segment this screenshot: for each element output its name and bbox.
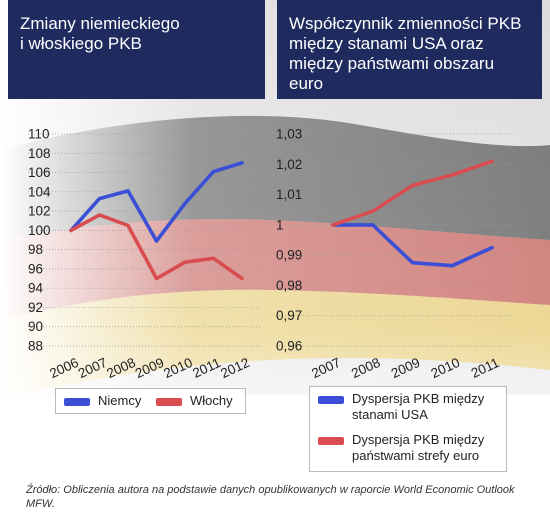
left-chart-title: Zmiany niemieckiego i włoskiego PKB xyxy=(20,14,180,53)
x-tick-label: 2009 xyxy=(389,355,423,381)
data-point xyxy=(450,173,454,177)
left-chart-title-panel: Zmiany niemieckiego i włoskiego PKB xyxy=(8,0,265,99)
data-point xyxy=(450,264,454,268)
legend-item-wlochy: Włochy xyxy=(156,393,233,409)
y-tick-label: 104 xyxy=(28,184,51,199)
y-tick-label: 1,03 xyxy=(276,127,302,142)
y-tick-label: 94 xyxy=(28,281,44,296)
right-chart-title-panel: Współczynnik zmienności PKB między stana… xyxy=(277,0,542,99)
data-point xyxy=(331,223,335,227)
source-note: Źródło: Obliczenia autora na podstawie d… xyxy=(26,484,515,510)
data-point xyxy=(183,201,187,205)
data-point xyxy=(490,245,494,250)
data-point xyxy=(240,276,244,281)
y-tick-label: 100 xyxy=(28,223,51,238)
y-tick-label: 90 xyxy=(28,319,43,334)
x-tick-label: 2007 xyxy=(309,355,343,381)
y-tick-label: 108 xyxy=(28,146,51,161)
legend-swatch-usa xyxy=(318,396,344,404)
series-line-2 xyxy=(331,159,494,227)
y-tick-label: 106 xyxy=(28,165,51,180)
y-tick-label: 102 xyxy=(28,204,51,219)
data-point xyxy=(211,256,216,260)
y-tick-label: 1 xyxy=(276,217,284,232)
y-tick-label: 92 xyxy=(28,300,43,315)
right-chart-title: Współczynnik zmienności PKB między stana… xyxy=(289,14,522,93)
data-point xyxy=(97,213,102,217)
data-point xyxy=(97,196,102,201)
legend-item-usa: Dyspersja PKB między stanami USA xyxy=(318,391,484,423)
y-tick-label: 0,96 xyxy=(276,339,302,354)
x-tick-label: 2011 xyxy=(469,355,502,381)
y-tick-label: 1,01 xyxy=(276,187,302,202)
legend-item-euro: Dyspersja PKB między państwami strefy eu… xyxy=(318,432,484,464)
data-point xyxy=(154,276,159,281)
data-point xyxy=(211,169,216,174)
data-point xyxy=(410,183,415,188)
data-point xyxy=(126,189,130,193)
data-point xyxy=(490,159,494,163)
y-tick-label: 1,02 xyxy=(276,157,302,172)
legend-item-niemcy: Niemcy xyxy=(64,393,141,409)
y-tick-label: 98 xyxy=(28,242,43,257)
legend-swatch-wlochy xyxy=(156,398,182,406)
legend-label-niemcy: Niemcy xyxy=(98,393,142,408)
data-point xyxy=(410,261,415,265)
legend-label-usa: Dyspersja PKB między stanami USA xyxy=(352,391,485,422)
legend-label-wlochy: Włochy xyxy=(190,393,233,408)
data-point xyxy=(183,260,187,264)
data-point xyxy=(371,209,375,213)
data-point xyxy=(240,161,244,165)
x-tick-label: 2008 xyxy=(349,355,383,381)
x-tick-label: 2010 xyxy=(429,355,463,381)
data-point xyxy=(371,223,375,227)
data-point xyxy=(154,239,159,243)
y-tick-label: 0,97 xyxy=(276,308,302,323)
series-line-1 xyxy=(331,223,494,268)
y-tick-label: 0,98 xyxy=(276,278,302,293)
left-line-chart: 1101081061041021009896949290882006200720… xyxy=(28,127,262,381)
right-line-chart: 1,03 1,02 1,01 1 0,99 0,98 0,97 0,96 2007 2008 200… xyxy=(276,127,512,381)
legend-swatch-euro xyxy=(318,437,344,445)
legend-swatch-niemcy xyxy=(64,398,90,406)
legend-label-euro: Dyspersja PKB między państwami strefy eu… xyxy=(352,432,485,463)
right-legend: Dyspersja PKB między stanami USA Dyspers… xyxy=(309,386,507,472)
y-tick-label: 88 xyxy=(28,339,43,354)
y-tick-label: 96 xyxy=(28,261,43,276)
left-legend: Niemcy Włochy xyxy=(55,388,246,414)
data-point xyxy=(126,223,130,228)
y-tick-label: 0,99 xyxy=(276,248,302,263)
data-point xyxy=(69,228,73,232)
y-tick-label: 110 xyxy=(28,127,50,142)
